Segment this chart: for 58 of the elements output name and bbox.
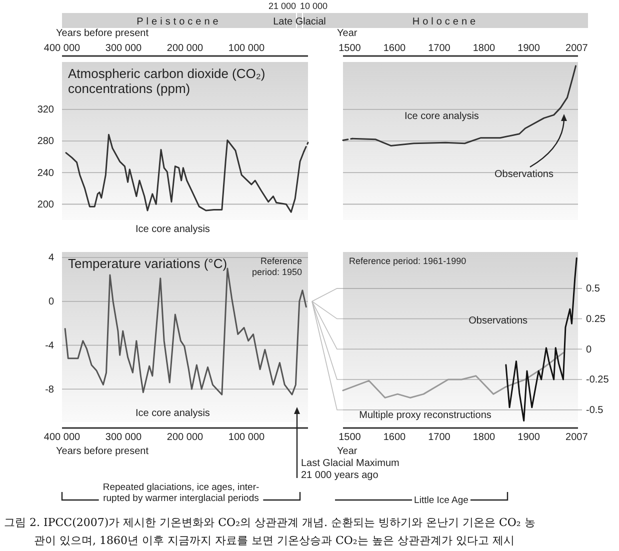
annotation: Reference period: 1961-1990: [349, 256, 466, 266]
text: 10 000: [300, 1, 328, 11]
x-tick-label: 1800: [472, 43, 496, 54]
annotation: Ice core analysis: [404, 110, 479, 122]
annotation: Observations: [494, 169, 554, 180]
x-axis-title: Years before present: [56, 446, 149, 457]
y-tick-label: 200: [37, 199, 54, 210]
x-tick-label: 1900: [518, 43, 540, 54]
text: Holocene: [412, 16, 479, 28]
annotation: Multiple proxy reconstructions: [359, 410, 492, 421]
y-tick-label: -8: [45, 384, 54, 396]
x-tick-label: 1500: [338, 432, 362, 444]
y-tick-label: 0: [586, 344, 592, 356]
x-tick-label: 1700: [428, 432, 451, 444]
x-tick-label: 2007: [566, 43, 588, 54]
text: Atmospheric carbon dioxide (CO₂) concentrations (ppm): [68, 66, 266, 96]
line-series: [342, 352, 564, 398]
y-tick-label: 0: [48, 296, 54, 308]
y-tick-label: 240: [37, 168, 54, 179]
text: Last Glacial Maximum 21 000 years ago: [301, 458, 400, 481]
y-tick-label: 0.25: [586, 314, 606, 325]
y-tick-label: 0.5: [586, 284, 600, 295]
text: Pleistocene: [136, 16, 222, 28]
y-tick-label: 280: [37, 136, 54, 148]
x-tick-label: 200 000: [166, 43, 204, 54]
x-tick-label: 100 000: [228, 432, 266, 444]
x-tick-label: 300 000: [105, 43, 142, 54]
annotation: Reference period: 1950: [252, 256, 302, 277]
x-axis-title: Years before present: [56, 28, 149, 39]
y-tick-label: -0.25: [586, 374, 610, 386]
y-tick-label: -4: [45, 340, 54, 352]
x-axis-title: Year: [337, 28, 358, 39]
caption: 그림 2. IPCC(2007)가 제시한 기온변화와 CO₂의 상관관계 개념. 순환되는 빙하기와 온난기 기온은 CO₂ 농: [4, 516, 536, 529]
text: 관이 있으며, 1860년 이후 지금까지 자료를 보면 기온상승과 CO₂는 높은 상관관계가 있다고 제시: [34, 534, 514, 547]
x-tick-label: 2007: [566, 432, 588, 444]
x-axis-title: Year: [337, 446, 358, 457]
y-tick-label: -0.5: [586, 405, 604, 416]
y-tick-label: 4: [48, 252, 54, 264]
x-tick-label: 1500: [338, 43, 362, 54]
x-tick-label: 300 000: [105, 432, 142, 444]
x-tick-label: 1900: [518, 432, 540, 444]
chart-title: Temperature variations (°C): [68, 256, 228, 271]
x-tick-label: 1800: [472, 432, 496, 444]
x-tick-label: 100 000: [228, 43, 266, 54]
text: Little Ice Age: [414, 495, 468, 506]
x-tick-label: 400 000: [44, 43, 81, 54]
x-tick-label: 1600: [383, 43, 406, 54]
x-tick-label: 1600: [383, 432, 406, 444]
annotation: Observations: [468, 315, 528, 326]
text: Late Glacial: [273, 16, 326, 28]
annotation: Ice core analysis: [135, 408, 210, 419]
x-tick-label: 200 000: [166, 432, 204, 444]
text: Repeated glaciations, ice ages, inter-rupted by warmer interglacial periods: [102, 482, 260, 504]
x-tick-label: 400 000: [44, 432, 81, 444]
text: Ice core analysis: [135, 224, 210, 235]
y-tick-label: 320: [37, 104, 54, 116]
x-tick-label: 1700: [428, 43, 451, 54]
text: 21 000: [268, 1, 296, 11]
